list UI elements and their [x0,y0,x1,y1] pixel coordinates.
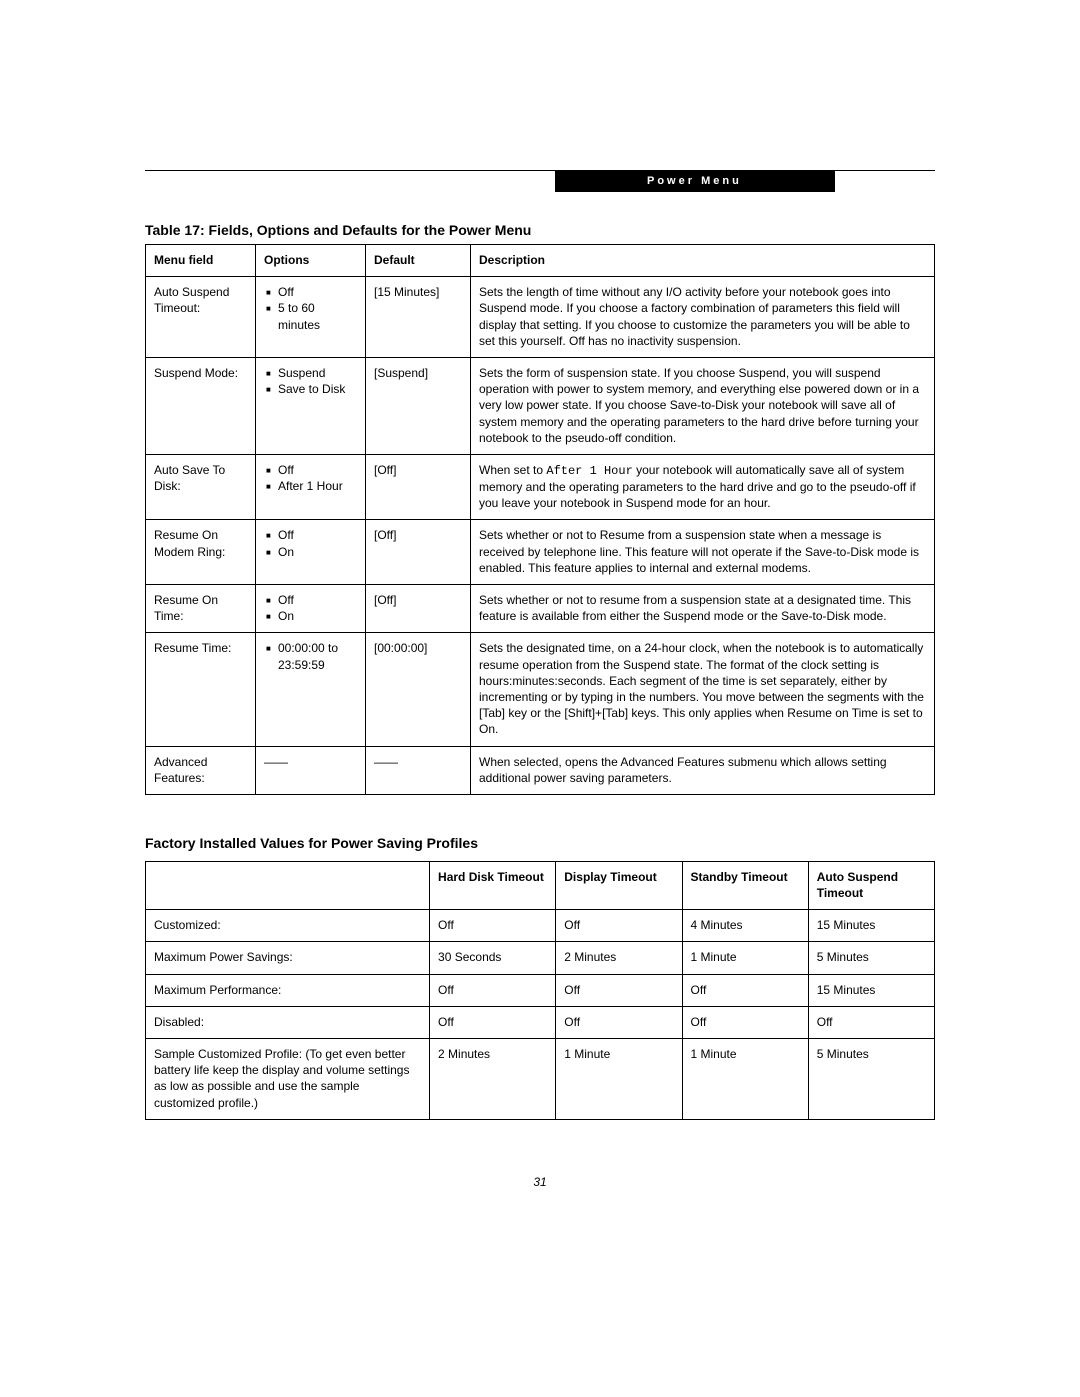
option-item: Save to Disk [278,381,357,397]
table-row: Resume On Modem Ring: Off On [Off] Sets … [146,520,935,585]
cell-value: Off [682,974,808,1006]
cell-options: 00:00:00 to 23:59:59 [256,633,366,746]
cell-description: Sets whether or not to resume from a sus… [471,585,935,633]
cell-value: 5 Minutes [808,1039,934,1120]
cell-default: [Suspend] [366,357,471,454]
cell-value: Off [430,1006,556,1038]
cell-value: 2 Minutes [430,1039,556,1120]
cell-value: 15 Minutes [808,910,934,942]
cell-label: Sample Customized Profile: (To get even … [146,1039,430,1120]
table-row: Sample Customized Profile: (To get even … [146,1039,935,1120]
table-row: Suspend Mode: Suspend Save to Disk [Susp… [146,357,935,454]
cell-options: Off After 1 Hour [256,454,366,520]
cell-options: Off On [256,585,366,633]
cell-description: Sets whether or not to Resume from a sus… [471,520,935,585]
cell-options: Off 5 to 60 minutes [256,277,366,358]
option-item: Suspend [278,365,357,381]
option-item: Off [278,462,357,478]
cell-value: Off [430,910,556,942]
table-power-menu: Menu field Options Default Description A… [145,244,935,795]
option-item: On [278,608,357,624]
table-row: Maximum Power Savings: 30 Seconds 2 Minu… [146,942,935,974]
cell-default: [Off] [366,454,471,520]
page-number: 31 [145,1175,935,1189]
cell-field: Suspend Mode: [146,357,256,454]
cell-label: Disabled: [146,1006,430,1038]
option-item: Off [278,527,357,543]
cell-value: Off [430,974,556,1006]
cell-description: When selected, opens the Advanced Featur… [471,746,935,794]
cell-label: Maximum Power Savings: [146,942,430,974]
cell-value: 30 Seconds [430,942,556,974]
cell-field: Advanced Features: [146,746,256,794]
cell-default: [Off] [366,585,471,633]
cell-default: [00:00:00] [366,633,471,746]
table2-title: Factory Installed Values for Power Savin… [145,835,935,851]
th-description: Description [471,245,935,277]
section-tab: Power Menu [555,170,835,192]
th-default: Default [366,245,471,277]
cell-options: Off On [256,520,366,585]
table-profiles: Hard Disk Timeout Display Timeout Standb… [145,861,935,1120]
cell-field: Resume Time: [146,633,256,746]
table-row: Disabled: Off Off Off Off [146,1006,935,1038]
cell-value: 1 Minute [682,1039,808,1120]
table-row: Advanced Features: —— —— When selected, … [146,746,935,794]
cell-value: Off [556,974,682,1006]
table1-title: Table 17: Fields, Options and Defaults f… [145,222,935,238]
cell-field: Resume On Modem Ring: [146,520,256,585]
cell-description: When set to After 1 Hour your notebook w… [471,454,935,520]
cell-label: Maximum Performance: [146,974,430,1006]
cell-description: Sets the designated time, on a 24-hour c… [471,633,935,746]
option-item: Off [278,592,357,608]
cell-value: Off [556,910,682,942]
cell-value: 1 Minute [682,942,808,974]
cell-value: 2 Minutes [556,942,682,974]
option-item: On [278,544,357,560]
table-row: Customized: Off Off 4 Minutes 15 Minutes [146,910,935,942]
table2-header-row: Hard Disk Timeout Display Timeout Standb… [146,861,935,909]
cell-options: Suspend Save to Disk [256,357,366,454]
cell-description: Sets the form of suspension state. If yo… [471,357,935,454]
th-blank [146,861,430,909]
cell-default: [15 Minutes] [366,277,471,358]
option-item: 5 to 60 minutes [278,300,357,332]
cell-default: —— [366,746,471,794]
th-hard-disk: Hard Disk Timeout [430,861,556,909]
cell-label: Customized: [146,910,430,942]
cell-options: —— [256,746,366,794]
cell-field: Auto Suspend Timeout: [146,277,256,358]
cell-field: Auto Save To Disk: [146,454,256,520]
table1-header-row: Menu field Options Default Description [146,245,935,277]
table-row: Maximum Performance: Off Off Off 15 Minu… [146,974,935,1006]
cell-value: 5 Minutes [808,942,934,974]
table-row: Auto Suspend Timeout: Off 5 to 60 minute… [146,277,935,358]
table-row: Resume Time: 00:00:00 to 23:59:59 [00:00… [146,633,935,746]
cell-default: [Off] [366,520,471,585]
th-auto-suspend: Auto Suspend Timeout [808,861,934,909]
th-display: Display Timeout [556,861,682,909]
cell-field: Resume On Time: [146,585,256,633]
option-item: 00:00:00 to 23:59:59 [278,640,357,672]
cell-value: Off [808,1006,934,1038]
cell-value: 1 Minute [556,1039,682,1120]
cell-description: Sets the length of time without any I/O … [471,277,935,358]
th-menu-field: Menu field [146,245,256,277]
option-item: After 1 Hour [278,478,357,494]
cell-value: Off [556,1006,682,1038]
table-row: Auto Save To Disk: Off After 1 Hour [Off… [146,454,935,520]
th-standby: Standby Timeout [682,861,808,909]
page: Power Menu Table 17: Fields, Options and… [0,0,1080,1249]
th-options: Options [256,245,366,277]
cell-value: 4 Minutes [682,910,808,942]
table-row: Resume On Time: Off On [Off] Sets whethe… [146,585,935,633]
option-item: Off [278,284,357,300]
cell-value: 15 Minutes [808,974,934,1006]
cell-value: Off [682,1006,808,1038]
